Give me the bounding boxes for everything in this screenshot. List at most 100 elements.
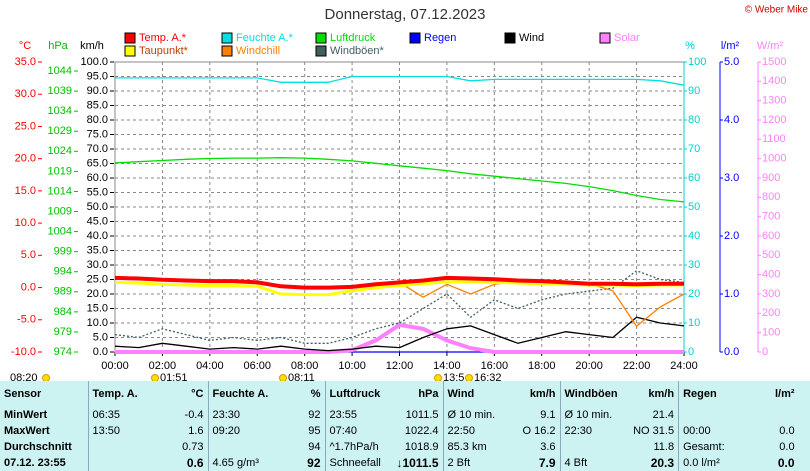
table-cell: Regen	[678, 381, 739, 407]
x-tick-label: 06:00	[243, 360, 271, 372]
x-tick-label: 00:00	[101, 360, 129, 372]
table-cell: -0.4	[184, 409, 204, 421]
table-cell: 20.3	[650, 456, 675, 470]
annotation: 16:32	[474, 372, 502, 381]
axis-label: W/m²	[757, 40, 784, 52]
table-cell: Feuchte A.	[207, 381, 278, 407]
table-cell: 85.3 km	[442, 439, 503, 455]
y-tick-label: 1034	[48, 105, 72, 117]
table-cell	[87, 455, 148, 471]
y-tick-label: 994	[54, 266, 72, 278]
y-tick-label: 1024	[48, 145, 72, 157]
y-tick-label: 60	[688, 172, 700, 184]
y-tick-label: 50	[688, 201, 700, 213]
y-tick-label: 300	[762, 288, 780, 300]
copyright: © Weber Mike	[745, 5, 809, 16]
x-tick-label: 12:00	[386, 360, 414, 372]
y-tick-label: 1300	[762, 95, 786, 107]
legend-label: Wind	[519, 32, 544, 44]
axis-label: hPa	[48, 40, 68, 52]
table-cell: km/h	[529, 388, 556, 400]
y-tick-label: 1000	[762, 153, 786, 165]
table-row: Durchschnitt 0.73 94 ^1.7hPa/h 1018.9 85.3 km…	[0, 439, 799, 455]
table-cell: 4.65 g/m³	[207, 455, 278, 471]
y-tick-label: 55.0	[87, 186, 108, 198]
table-cell	[678, 407, 739, 423]
x-tick-label: 16:00	[481, 360, 509, 372]
table-cell: 09:20	[207, 423, 278, 439]
table-cell: MaxWert	[4, 425, 50, 437]
legend-swatch	[124, 32, 136, 44]
table-cell: 4 Bft	[559, 455, 622, 471]
table-cell: 1011.5	[405, 409, 439, 421]
x-tick-label: 04:00	[196, 360, 224, 372]
table-row: MaxWert 13:50 1.6 09:20 95 07:40 1022.4 22:50 O …	[0, 423, 799, 439]
table-cell: Wind	[442, 381, 503, 407]
sun-icon	[465, 374, 473, 381]
y-tick-label: 10	[688, 317, 700, 329]
sun-icon	[151, 374, 159, 381]
y-tick-label: 40.0	[87, 230, 108, 242]
series-line	[114, 275, 684, 290]
table-cell: Windböen	[559, 381, 622, 407]
y-tick-label: 1200	[762, 114, 786, 126]
y-tick-label: 85.0	[87, 99, 108, 111]
y-tick-label: 90.0	[87, 85, 108, 97]
y-tick-label: 1009	[48, 205, 72, 217]
table-cell: Schneefall	[324, 455, 385, 471]
y-tick-label: 1004	[48, 225, 72, 237]
series-line	[114, 157, 685, 203]
y-tick-label: 999	[54, 246, 72, 258]
y-tick-label: 20.0	[87, 288, 108, 300]
y-tick-label: 0.0	[21, 281, 36, 293]
table-row: Sensor Temp. A. °C Feuchte A.% Luftdruck hPa W…	[0, 381, 799, 407]
table-row: 07.12. 23:55 0.6 4.65 g/m³ 92 Schneefall ↓101…	[0, 455, 799, 471]
y-tick-label: 90	[688, 85, 700, 97]
y-tick-label: 70	[688, 143, 700, 155]
x-tick-label: 10:00	[338, 360, 366, 372]
y-tick-label: 1029	[48, 125, 72, 137]
table-cell: 0.6	[186, 456, 204, 470]
table-cell: Temp. A.	[87, 381, 148, 407]
y-tick-label: 500	[762, 249, 780, 261]
table-cell: Gesamt:	[678, 439, 739, 455]
y-tick-label: 979	[54, 326, 72, 338]
y-tick-label: -5.0	[17, 314, 36, 326]
table-cell: Ø 10 min.	[559, 407, 622, 423]
x-tick-label: 02:00	[149, 360, 177, 372]
y-tick-label: 0	[762, 346, 768, 358]
y-tick-label: 5.0	[724, 56, 739, 68]
chart: Donnerstag, 07.12.2023 © Weber Mike 00:0…	[10, 5, 809, 381]
y-tick-label: 65.0	[87, 157, 108, 169]
y-tick-label: 1100	[762, 133, 786, 145]
table-cell: 0.0	[777, 456, 795, 470]
y-tick-label: 0.0	[93, 346, 108, 358]
table-cell: 13:50	[87, 423, 148, 439]
y-tick-label: 1.0	[724, 288, 739, 300]
y-tick-label: 40	[688, 230, 700, 242]
table-cell: °C	[191, 388, 204, 400]
annotation: 08:20	[10, 372, 38, 381]
y-tick-label: 1014	[48, 185, 72, 197]
y-tick-label: -10.0	[11, 346, 36, 358]
y-tick-label: 900	[762, 172, 780, 184]
table-cell: 0.0	[779, 425, 795, 437]
y-tick-label: 5.0	[93, 331, 108, 343]
y-tick-label: 1039	[48, 85, 72, 97]
chart-title: Donnerstag, 07.12.2023	[325, 6, 486, 23]
sun-icon	[42, 374, 50, 381]
y-tick-label: 80.0	[87, 114, 108, 126]
table-cell: 2 Bft	[442, 455, 503, 471]
table-cell	[207, 439, 278, 455]
y-tick-label: 400	[762, 269, 780, 281]
table-cell: Luftdruck	[324, 381, 385, 407]
series-line	[114, 270, 685, 344]
table-cell: 1.6	[188, 425, 204, 437]
table-cell: 22:30	[559, 423, 622, 439]
series-line	[114, 316, 685, 352]
y-tick-label: 1500	[762, 56, 786, 68]
table-cell: 23:55	[324, 407, 385, 423]
table-cell: 1018.9	[404, 441, 439, 453]
table-cell: ^1.7hPa/h	[324, 439, 385, 455]
